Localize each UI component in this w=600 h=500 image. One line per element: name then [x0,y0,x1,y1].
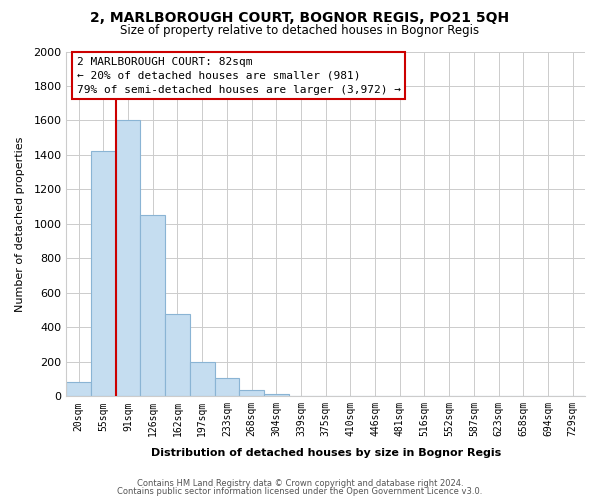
Bar [239,390,264,396]
Text: Contains public sector information licensed under the Open Government Licence v3: Contains public sector information licen… [118,487,482,496]
Y-axis label: Number of detached properties: Number of detached properties [15,136,25,312]
Bar [91,152,116,396]
Bar [165,314,190,396]
X-axis label: Distribution of detached houses by size in Bognor Regis: Distribution of detached houses by size … [151,448,501,458]
Bar [116,120,140,396]
Bar [67,382,91,396]
Bar [190,362,215,396]
Text: Contains HM Land Registry data © Crown copyright and database right 2024.: Contains HM Land Registry data © Crown c… [137,478,463,488]
Bar [140,216,165,396]
Bar [215,378,239,396]
Bar [264,394,289,396]
Text: Size of property relative to detached houses in Bognor Regis: Size of property relative to detached ho… [121,24,479,37]
Text: 2 MARLBOROUGH COURT: 82sqm
← 20% of detached houses are smaller (981)
79% of sem: 2 MARLBOROUGH COURT: 82sqm ← 20% of deta… [77,56,401,94]
Text: 2, MARLBOROUGH COURT, BOGNOR REGIS, PO21 5QH: 2, MARLBOROUGH COURT, BOGNOR REGIS, PO21… [91,11,509,25]
